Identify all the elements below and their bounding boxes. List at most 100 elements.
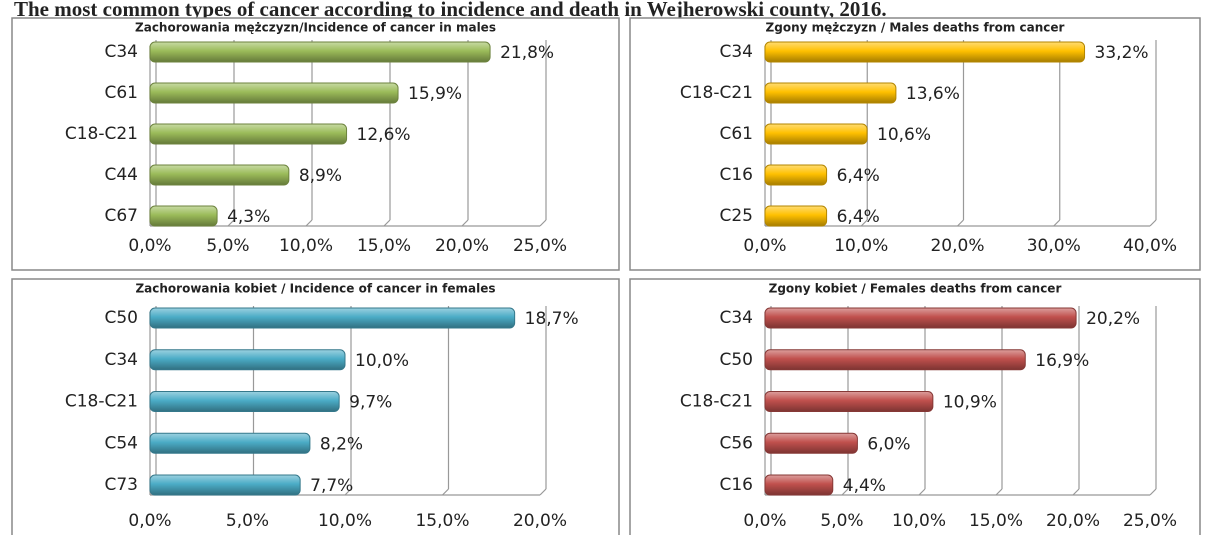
category-label: C18-C21	[680, 83, 753, 103]
bar	[764, 391, 934, 412]
bar	[764, 432, 858, 454]
value-label: 7,7%	[310, 476, 353, 496]
x-tick-label: 10,0%	[892, 511, 946, 531]
category-label: C18-C21	[680, 392, 753, 412]
x-tick-label: 10,0%	[834, 236, 888, 256]
bar	[149, 432, 311, 454]
bar	[764, 349, 1026, 371]
x-tick-label: 15,0%	[415, 511, 469, 531]
category-label: C25	[719, 206, 753, 226]
value-label: 6,4%	[837, 207, 880, 227]
bar	[149, 41, 491, 63]
tick-mark	[1149, 219, 1157, 227]
value-label: 20,2%	[1086, 309, 1140, 329]
x-tick-label: 40,0%	[1123, 236, 1177, 256]
tick-mark	[305, 219, 313, 227]
x-tick-label: 0,0%	[743, 236, 786, 256]
x-tick-label: 20,0%	[1046, 511, 1100, 531]
x-tick-label: 0,0%	[743, 511, 786, 531]
tick-mark	[957, 219, 964, 227]
tick-mark	[227, 219, 235, 227]
tick-mark	[995, 488, 1003, 496]
value-label: 10,0%	[355, 351, 409, 371]
bar	[149, 205, 218, 227]
category-label: C34	[104, 42, 138, 62]
category-label: C56	[719, 433, 753, 453]
tick-mark	[344, 488, 352, 496]
bar	[149, 474, 301, 496]
value-label: 4,4%	[843, 476, 886, 496]
value-label: 12,6%	[357, 125, 411, 145]
tick-mark	[442, 488, 449, 496]
chart-title: Zachorowania mężczyzn/Incidence of cance…	[135, 21, 496, 35]
category-label: C18-C21	[65, 392, 138, 412]
tick-mark	[461, 219, 469, 227]
x-tick-label: 0,0%	[128, 236, 171, 256]
category-label: C54	[104, 433, 138, 453]
category-label: C61	[719, 124, 753, 144]
bar	[764, 474, 834, 496]
tick-mark	[539, 488, 547, 496]
bar	[764, 41, 1086, 63]
category-label: C73	[104, 475, 138, 495]
tick-mark	[860, 219, 868, 227]
x-tick-label: 15,0%	[357, 236, 411, 256]
bar	[764, 164, 828, 186]
page-title: The most common types of cancer accordin…	[14, 0, 887, 21]
value-label: 6,4%	[837, 166, 880, 186]
x-tick-label: 30,0%	[1027, 236, 1081, 256]
tick-mark	[918, 488, 926, 496]
bar	[149, 391, 340, 412]
category-label: C16	[719, 165, 753, 185]
category-label: C34	[719, 308, 753, 328]
x-tick-label: 0,0%	[128, 511, 171, 531]
tick-mark	[841, 488, 849, 496]
tick-mark	[1149, 488, 1157, 496]
tick-mark	[539, 219, 547, 227]
value-label: 8,2%	[320, 434, 363, 454]
chart-title: Zgony kobiet / Females deaths from cance…	[769, 282, 1062, 296]
value-label: 8,9%	[299, 166, 342, 186]
category-label: C34	[104, 350, 138, 370]
value-label: 33,2%	[1095, 43, 1149, 63]
value-label: 13,6%	[906, 84, 960, 104]
value-label: 16,9%	[1035, 351, 1089, 371]
value-label: 6,0%	[867, 434, 910, 454]
bar	[149, 164, 290, 186]
x-tick-label: 20,0%	[930, 236, 984, 256]
x-tick-label: 5,0%	[206, 236, 249, 256]
category-label: C44	[104, 165, 138, 185]
value-label: 18,7%	[525, 309, 579, 329]
value-label: 4,3%	[227, 207, 270, 227]
category-label: C67	[104, 206, 138, 226]
category-label: C18-C21	[65, 124, 138, 144]
value-label: 15,9%	[408, 84, 462, 104]
value-label: 10,6%	[877, 125, 931, 145]
value-label: 21,8%	[500, 43, 554, 63]
bar	[149, 123, 348, 145]
x-tick-label: 10,0%	[279, 236, 333, 256]
category-label: C34	[719, 42, 753, 62]
tick-mark	[1072, 488, 1080, 496]
x-tick-label: 5,0%	[820, 511, 863, 531]
x-tick-label: 25,0%	[1123, 511, 1177, 531]
x-tick-label: 25,0%	[513, 236, 567, 256]
bar	[149, 349, 346, 371]
bar	[764, 307, 1077, 329]
bar	[149, 307, 516, 329]
bar	[149, 82, 399, 104]
tick-mark	[1053, 219, 1061, 227]
bar	[764, 82, 897, 104]
x-tick-label: 5,0%	[226, 511, 269, 531]
x-tick-label: 20,0%	[513, 511, 567, 531]
bar	[764, 123, 868, 145]
x-tick-label: 20,0%	[435, 236, 489, 256]
bar	[764, 205, 828, 227]
category-label: C16	[719, 475, 753, 495]
chart-title: Zgony mężczyzn / Males deaths from cance…	[766, 21, 1065, 35]
category-label: C50	[719, 350, 753, 370]
category-label: C61	[104, 83, 138, 103]
category-label: C50	[104, 308, 138, 328]
x-tick-label: 10,0%	[318, 511, 372, 531]
